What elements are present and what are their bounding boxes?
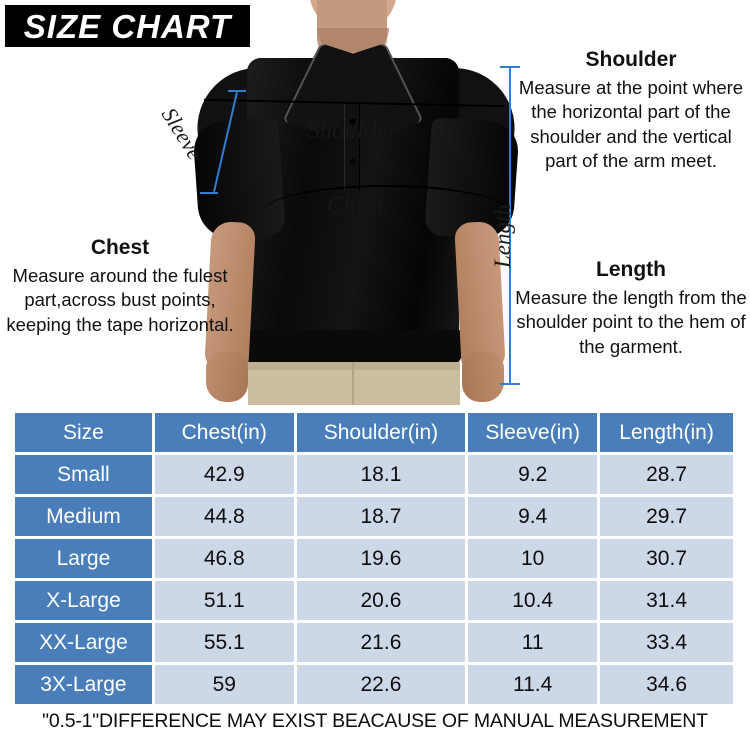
- table-header-chest: Chest(in): [154, 413, 294, 452]
- cell-size: X-Large: [15, 581, 152, 620]
- cell-chest: 59: [154, 665, 294, 704]
- cell-shoulder: 18.7: [296, 497, 466, 536]
- annotation-chest: Chest Measure around the fulest part,acr…: [0, 236, 240, 337]
- cell-chest: 44.8: [154, 497, 294, 536]
- pants-waistband: [248, 362, 460, 370]
- cell-shoulder: 21.6: [296, 623, 466, 662]
- product-photo: Shoulder Chest Sleeve Length: [156, 0, 521, 405]
- cell-size: Small: [15, 455, 152, 494]
- sleeve-bracket-cap-bottom: [200, 192, 218, 194]
- length-bracket-cap-top: [500, 66, 520, 68]
- cell-size: XX-Large: [15, 623, 152, 662]
- measurement-disclaimer: "0.5-1"DIFFERENCE MAY EXIST BEACAUSE OF …: [42, 710, 708, 732]
- cell-shoulder: 18.1: [296, 455, 466, 494]
- annotation-length: Length Measure the length from the shoul…: [512, 258, 750, 359]
- cell-length: 31.4: [600, 581, 733, 620]
- cell-sleeve: 10.4: [468, 581, 598, 620]
- cell-sleeve: 11.4: [468, 665, 598, 704]
- table-row: X-Large 51.1 20.6 10.4 31.4: [15, 581, 733, 620]
- sleeve-bracket-cap-top: [228, 90, 246, 92]
- length-bracket-line: [509, 66, 511, 384]
- table-header-length: Length(in): [600, 413, 733, 452]
- annotation-shoulder-body: Measure at the point where the horizonta…: [518, 77, 744, 172]
- cell-chest: 42.9: [154, 455, 294, 494]
- chest-overlay-label: Chest: [327, 192, 384, 219]
- shirt-button-top: [349, 118, 356, 125]
- pants-seam: [352, 362, 354, 405]
- table-header-size: Size: [15, 413, 152, 452]
- annotation-shoulder-heading: Shoulder: [585, 48, 677, 71]
- cell-chest: 46.8: [154, 539, 294, 578]
- cell-shoulder: 19.6: [296, 539, 466, 578]
- cell-chest: 51.1: [154, 581, 294, 620]
- shirt-button-bottom: [349, 158, 356, 165]
- cell-sleeve: 9.4: [468, 497, 598, 536]
- model-hand-right: [462, 352, 504, 402]
- chest-measure-line: [262, 185, 510, 213]
- cell-size: Medium: [15, 497, 152, 536]
- cell-sleeve: 11: [468, 623, 598, 662]
- cell-size: Large: [15, 539, 152, 578]
- shoulder-overlay-label: Shoulder: [307, 117, 398, 144]
- cell-shoulder: 20.6: [296, 581, 466, 620]
- annotation-chest-body: Measure around the fulest part,across bu…: [6, 265, 234, 335]
- shirt-hem: [244, 330, 462, 364]
- annotation-shoulder: Shoulder Measure at the point where the …: [512, 48, 750, 174]
- table-row: Small 42.9 18.1 9.2 28.7: [15, 455, 733, 494]
- table-row: 3X-Large 59 22.6 11.4 34.6: [15, 665, 733, 704]
- cell-chest: 55.1: [154, 623, 294, 662]
- title-banner: SIZE CHART: [5, 5, 250, 47]
- cell-length: 30.7: [600, 539, 733, 578]
- table-header-sleeve: Sleeve(in): [468, 413, 598, 452]
- table-row: XX-Large 55.1 21.6 11 33.4: [15, 623, 733, 662]
- table-header-shoulder: Shoulder(in): [296, 413, 466, 452]
- cell-size: 3X-Large: [15, 665, 152, 704]
- length-bracket-cap-bottom: [500, 383, 520, 385]
- cell-sleeve: 9.2: [468, 455, 598, 494]
- annotation-length-body: Measure the length from the shoulder poi…: [515, 287, 747, 357]
- size-table: Size Chest(in) Shoulder(in) Sleeve(in) L…: [15, 413, 733, 707]
- table-row: Medium 44.8 18.7 9.4 29.7: [15, 497, 733, 536]
- cell-length: 33.4: [600, 623, 733, 662]
- table-header-row: Size Chest(in) Shoulder(in) Sleeve(in) L…: [15, 413, 733, 452]
- cell-sleeve: 10: [468, 539, 598, 578]
- cell-length: 34.6: [600, 665, 733, 704]
- cell-length: 29.7: [600, 497, 733, 536]
- annotation-chest-heading: Chest: [90, 236, 150, 259]
- shirt-placket: [344, 104, 360, 190]
- cell-shoulder: 22.6: [296, 665, 466, 704]
- cell-length: 28.7: [600, 455, 733, 494]
- table-row: Large 46.8 19.6 10 30.7: [15, 539, 733, 578]
- annotation-length-heading: Length: [596, 258, 666, 281]
- model-hand-left: [206, 352, 248, 402]
- page-title: SIZE CHART: [23, 7, 232, 45]
